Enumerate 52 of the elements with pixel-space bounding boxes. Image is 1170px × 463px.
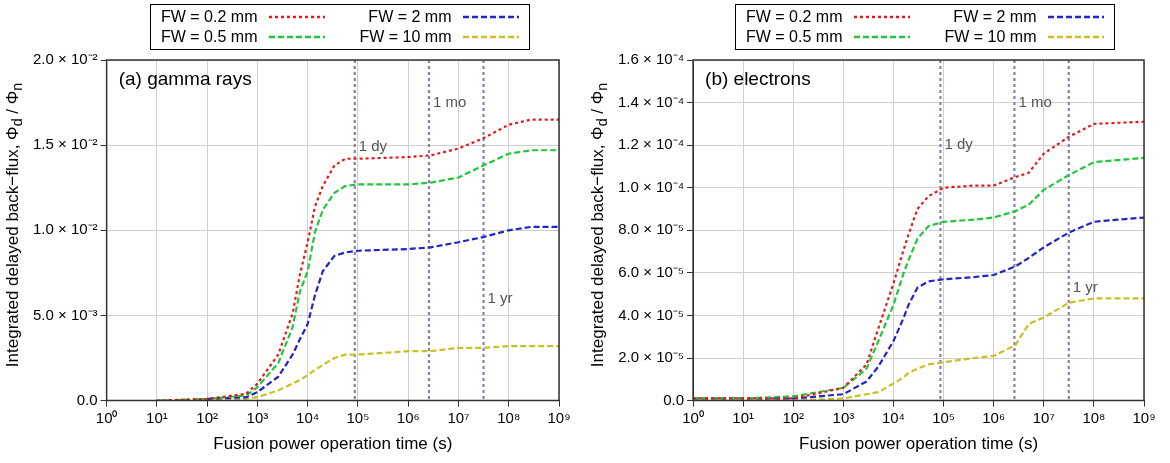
x-tick-label: 10⁵ xyxy=(932,408,956,426)
x-tick-label: 10⁰ xyxy=(682,408,704,426)
x-axis-title: Fusion power operation time (s) xyxy=(213,434,453,454)
legend-label: FW = 0.2 mm xyxy=(746,7,843,27)
x-tick-label: 10¹ xyxy=(732,408,755,426)
legend-label: FW = 10 mm xyxy=(944,27,1037,47)
y-tick-label: 1.4 × 10⁻⁴ xyxy=(618,92,685,110)
annotation: 1 mo xyxy=(433,92,467,110)
y-tick-label: 8.0 × 10⁻⁵ xyxy=(618,220,685,238)
y-tick-label: 4.0 × 10⁻⁵ xyxy=(618,305,685,323)
legend-label: FW = 0.5 mm xyxy=(746,27,843,47)
y-tick-label: 1.6 × 10⁻⁴ xyxy=(618,50,685,68)
y-tick-label: 0.0 xyxy=(76,390,98,408)
annotation: 1 yr xyxy=(1072,277,1098,295)
y-tick-label: 1.2 × 10⁻⁴ xyxy=(618,135,685,153)
x-tick-label: 10² xyxy=(782,408,805,426)
x-tick-label: 10⁹ xyxy=(1132,408,1156,426)
x-tick-label: 10³ xyxy=(832,408,855,426)
y-tick-label: 6.0 × 10⁻⁵ xyxy=(618,263,685,281)
y-tick-label: 0.0 xyxy=(663,390,685,408)
annotation: 1 dy xyxy=(358,136,388,154)
x-tick-label: 10⁷ xyxy=(447,408,470,426)
y-tick-label: 2.0 × 10⁻² xyxy=(32,50,98,68)
x-tick-label: 10⁷ xyxy=(1032,408,1055,426)
annotation: 1 dy xyxy=(944,135,974,153)
x-tick-label: 10³ xyxy=(246,408,269,426)
x-tick-label: 10⁰ xyxy=(95,408,118,426)
x-tick-label: 10¹ xyxy=(146,408,168,426)
x-tick-label: 10⁴ xyxy=(296,408,320,426)
x-tick-label: 10⁸ xyxy=(1082,408,1106,426)
x-tick-label: 10⁸ xyxy=(497,408,521,426)
x-tick-label: 10⁶ xyxy=(396,408,420,426)
chart-title: (a) gamma rays xyxy=(118,67,252,89)
x-tick-label: 10⁹ xyxy=(547,408,571,426)
x-tick-label: 10⁵ xyxy=(346,408,370,426)
y-tick-label: 1.0 × 10⁻⁴ xyxy=(618,177,685,195)
y-tick-label: 5.0 × 10⁻³ xyxy=(32,305,98,323)
y-tick-label: 1.0 × 10⁻² xyxy=(32,220,98,238)
y-tick-label: 2.0 × 10⁻⁵ xyxy=(618,348,685,366)
chart-title: (b) electrons xyxy=(705,67,811,89)
legend-label: FW = 2 mm xyxy=(368,7,452,27)
x-tick-label: 10⁴ xyxy=(881,408,906,426)
annotation: 1 mo xyxy=(1018,92,1052,110)
legend-label: FW = 10 mm xyxy=(359,27,452,47)
x-tick-label: 10² xyxy=(196,408,218,426)
y-tick-label: 1.5 × 10⁻² xyxy=(32,135,98,153)
x-axis-title: Fusion power operation time (s) xyxy=(799,434,1039,454)
legend-label: FW = 0.2 mm xyxy=(161,7,258,27)
legend-label: FW = 0.5 mm xyxy=(161,27,258,47)
legend-label: FW = 2 mm xyxy=(953,7,1037,27)
annotation: 1 yr xyxy=(487,288,513,306)
x-tick-label: 10⁶ xyxy=(982,408,1006,426)
